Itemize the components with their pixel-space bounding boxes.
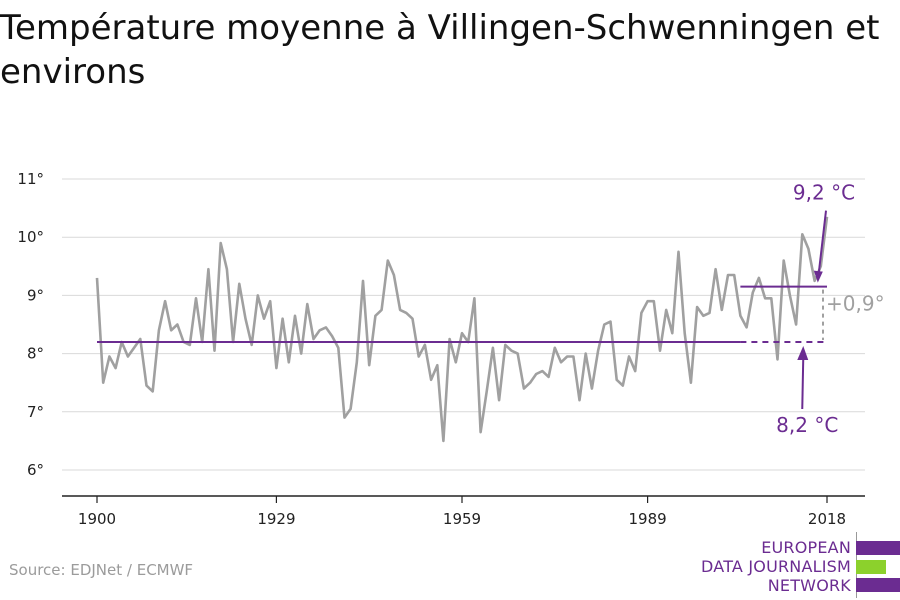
temperature-series — [95, 216, 829, 443]
baseline-value-label: 8,2 °C — [776, 413, 838, 437]
temperature-line — [95, 216, 829, 443]
annotations: 8,2 °C 9,2 °C +0,9° — [776, 181, 884, 437]
x-tick-label: 1959 — [443, 510, 481, 528]
logo-bar-top — [856, 541, 900, 555]
x-axis: 1900 1929 1959 1989 2018 — [62, 495, 865, 528]
y-tick-label: 11° — [17, 170, 44, 188]
logo-line-2: DATA JOURNALISM — [701, 557, 851, 576]
recent-arrow-head — [813, 270, 823, 283]
y-tick-label: 8° — [27, 345, 44, 363]
y-tick-label: 9° — [27, 286, 44, 304]
y-tick-label: 6° — [27, 461, 44, 479]
source-note: Source: EDJNet / ECMWF — [9, 561, 194, 579]
grid-lines — [62, 178, 865, 471]
chart-title: Température moyenne à Villingen-Schwenni… — [0, 8, 880, 92]
reference-lines — [97, 285, 827, 343]
x-tick-label: 1900 — [78, 510, 116, 528]
logo-bar-middle — [856, 560, 886, 574]
y-tick-label: 10° — [17, 228, 44, 246]
logo-line-3: NETWORK — [767, 576, 851, 595]
recent-value-label: 9,2 °C — [793, 181, 855, 205]
baseline-arrow-head — [797, 345, 809, 360]
x-tick-label: 1989 — [628, 510, 666, 528]
y-tick-label: 7° — [27, 403, 44, 421]
recent-arrow-shaft — [817, 210, 827, 273]
logo-bar-bottom — [856, 578, 900, 592]
y-axis-tick-labels: 6° 7° 8° 9° 10° 11° — [17, 170, 44, 479]
baseline-arrow-shaft — [801, 357, 805, 409]
x-tick-label: 1929 — [257, 510, 295, 528]
x-tick-label: 2018 — [808, 510, 846, 528]
difference-label: +0,9° — [826, 291, 885, 315]
logo-line-1: EUROPEAN — [761, 538, 851, 557]
